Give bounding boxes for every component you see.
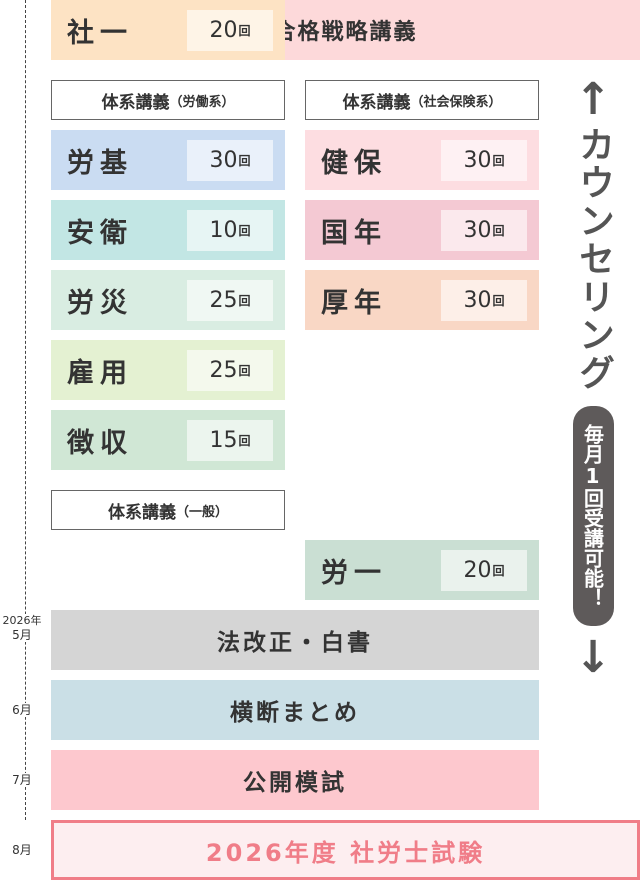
course-count: 30 回 (441, 279, 527, 321)
timeline-line (25, 0, 26, 820)
arrow-up-icon: ↑ (574, 74, 612, 125)
course-count: 25 回 (187, 279, 273, 321)
course-count: 15 回 (187, 419, 273, 461)
course-card: 厚年 30 回 (305, 270, 539, 330)
counseling-note: 毎月1回受講可能！ (572, 406, 614, 626)
counseling-label: カウンセリング (573, 126, 614, 392)
timeline-month-aug: 8月 (0, 843, 44, 857)
course-name: 社一 (67, 17, 133, 49)
band-law-revision: 法改正・白書 (51, 610, 539, 670)
course-name: 国年 (321, 217, 387, 249)
course-name: 労災 (67, 287, 133, 319)
timeline-month-may: 2026年 5月 (0, 614, 44, 642)
course-name: 雇用 (67, 357, 133, 389)
exam-box: 2026年度 社労士試験 (51, 820, 640, 880)
course-count: 25 回 (187, 349, 273, 391)
course-card: 労災 25 回 (51, 270, 285, 330)
course-name: 健保 (321, 147, 387, 179)
course-count: 30 回 (441, 139, 527, 181)
band-mock-exam: 公開模試 (51, 750, 539, 810)
course-count: 20 回 (441, 549, 527, 591)
header-general: 体系講義 （一般） (51, 490, 285, 530)
course-card: 徴収 15 回 (51, 410, 285, 470)
course-card: 国年 30 回 (305, 200, 539, 260)
course-name: 安衛 (67, 217, 133, 249)
course-name: 労基 (67, 147, 133, 179)
course-name: 厚年 (321, 287, 387, 319)
course-card: 社一 20 回 (51, 0, 285, 60)
arrow-down-icon: ↓ (574, 632, 612, 683)
course-count: 10 回 (187, 209, 273, 251)
header-social: 体系講義 （社会保険系） (305, 80, 539, 120)
course-card: 労一 20 回 (305, 540, 539, 600)
course-count: 30 回 (187, 139, 273, 181)
course-card: 安衛 10 回 (51, 200, 285, 260)
course-card: 雇用 25 回 (51, 340, 285, 400)
course-card: 労基 30 回 (51, 130, 285, 190)
timeline-month-jul: 7月 (0, 773, 44, 787)
course-name: 徴収 (67, 427, 133, 459)
course-card: 健保 30 回 (305, 130, 539, 190)
course-name: 労一 (321, 557, 387, 589)
course-count: 30 回 (441, 209, 527, 251)
header-labor: 体系講義 （労働系） (51, 80, 285, 120)
band-cross-summary: 横断まとめ (51, 680, 539, 740)
counseling-column: ↑ カウンセリング 毎月1回受講可能！ ↓ (568, 78, 618, 680)
course-count: 20 回 (187, 9, 273, 51)
timeline-month-jun: 6月 (0, 703, 44, 717)
